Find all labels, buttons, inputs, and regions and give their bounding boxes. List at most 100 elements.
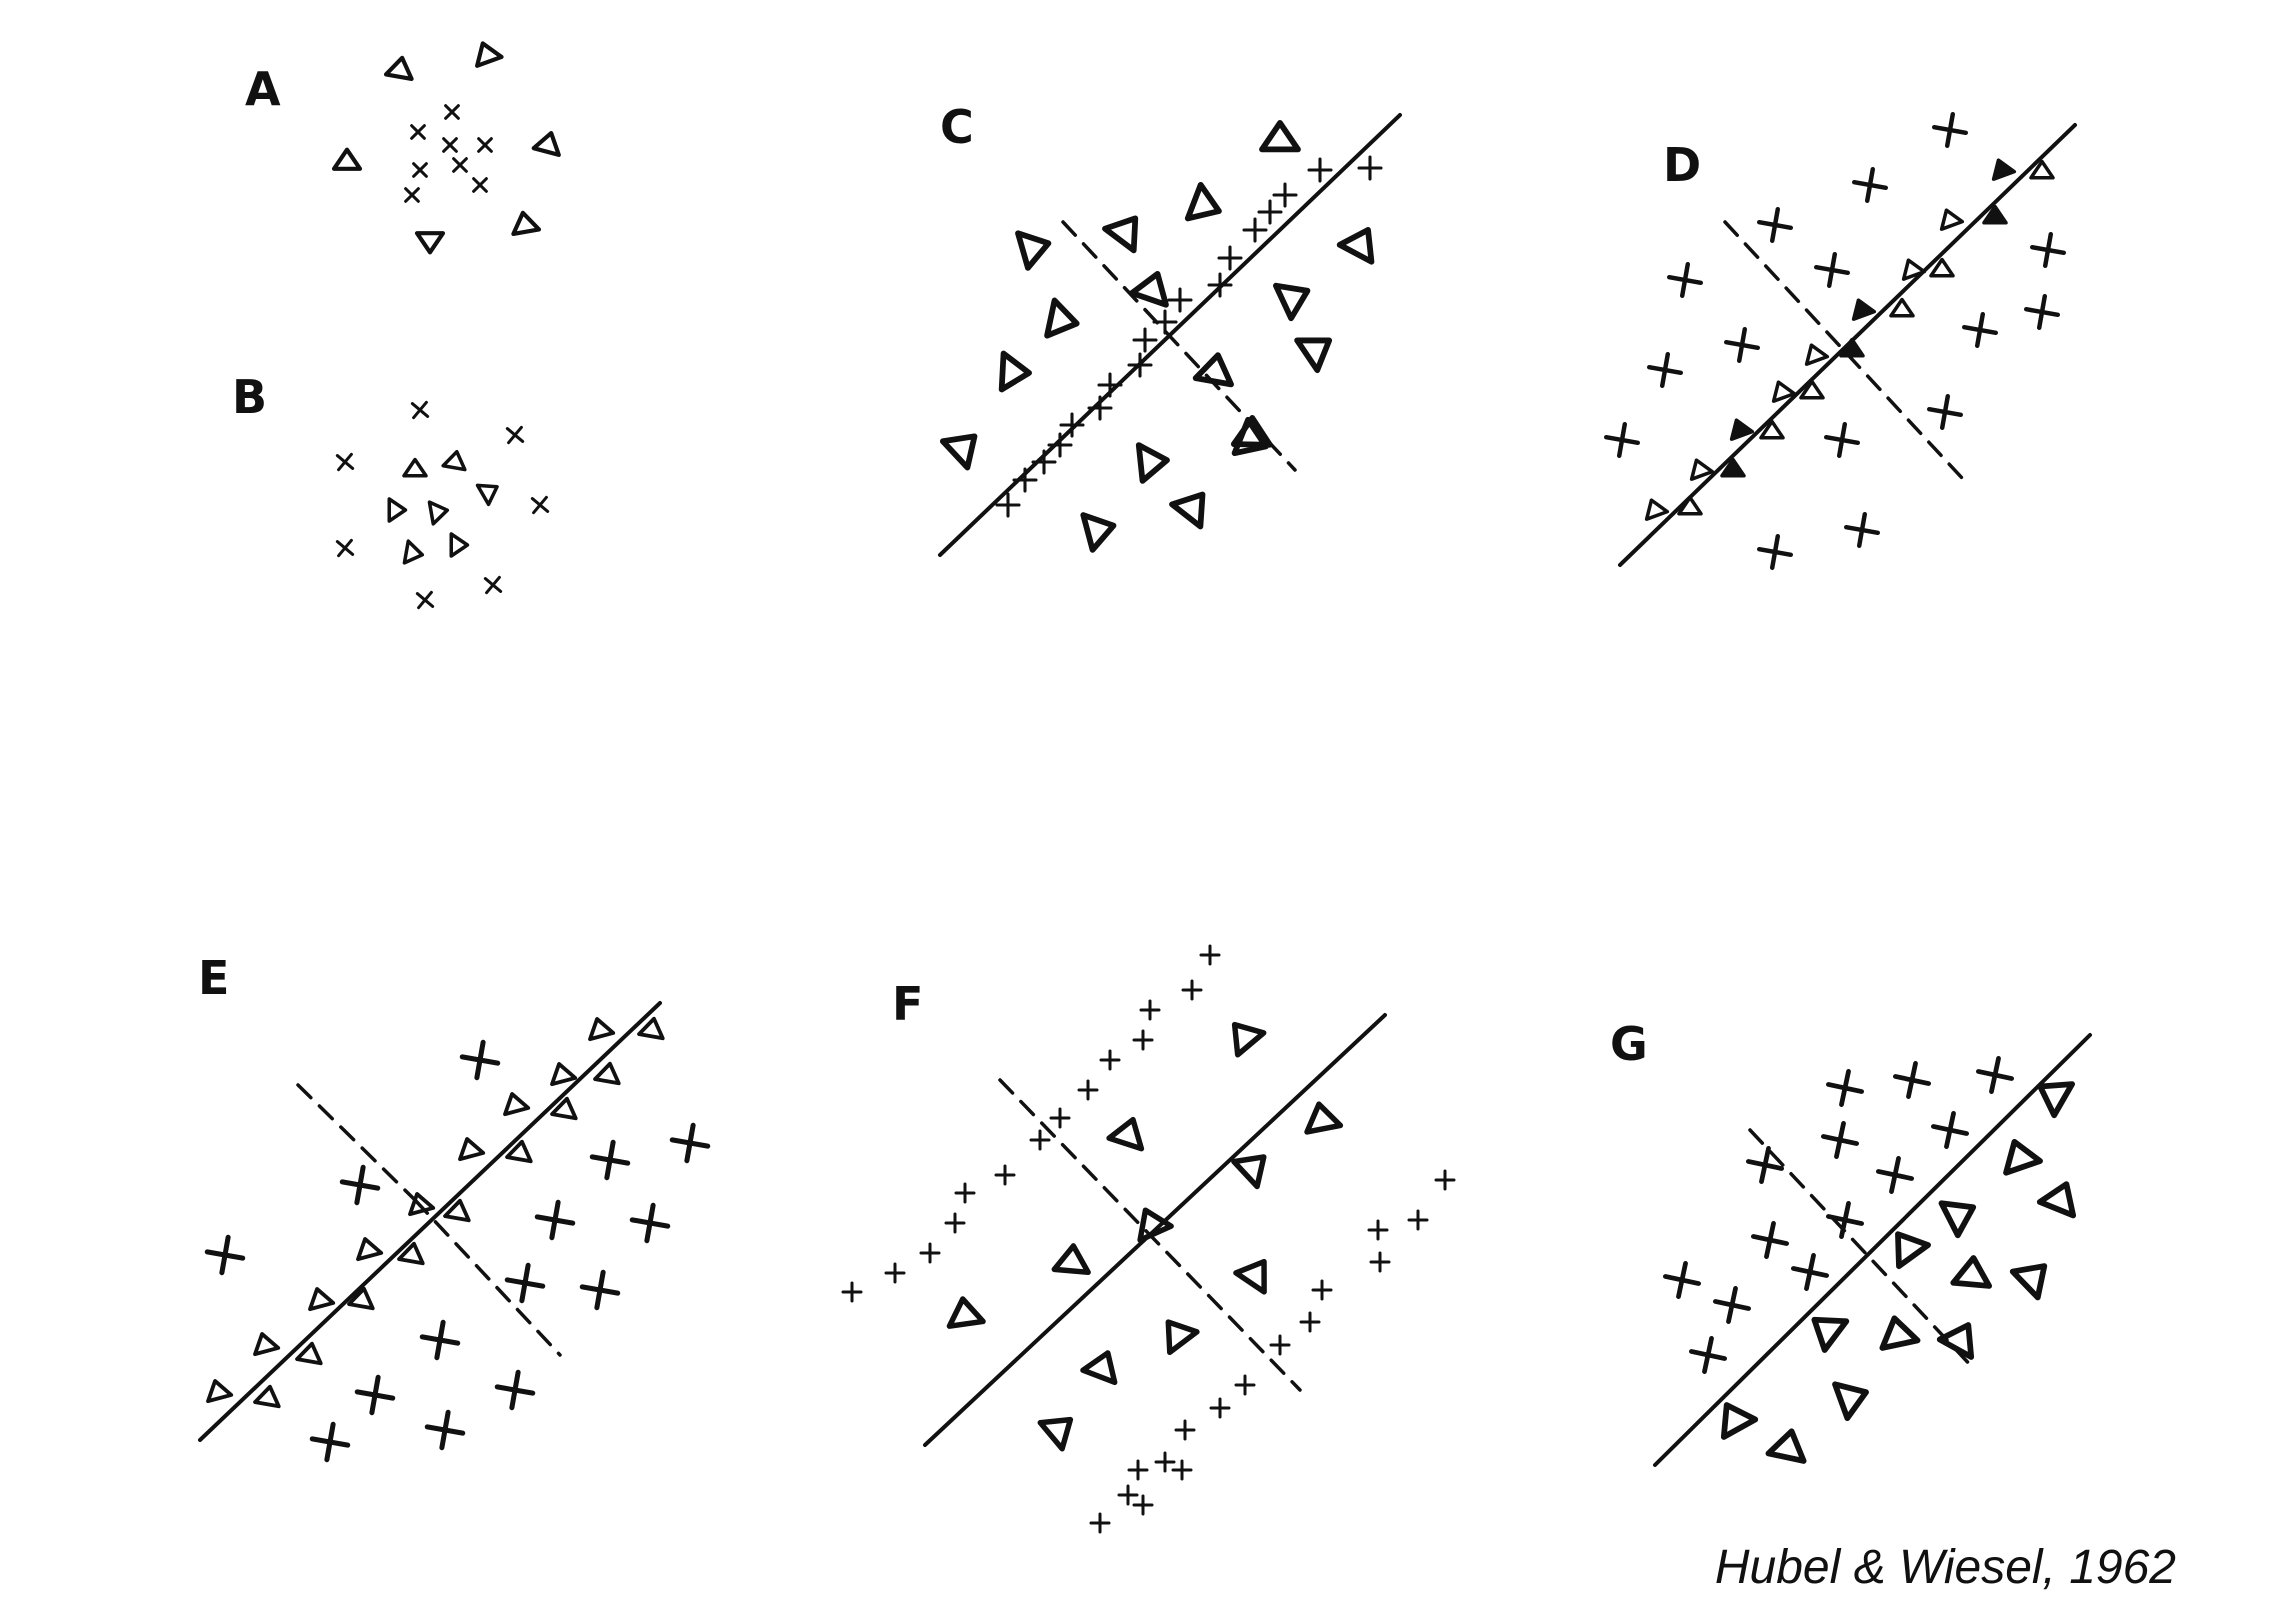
excitatory-cross-mark [1012,467,1038,493]
excitatory-cross-mark [1272,182,1298,208]
excitatory-cross-mark [472,177,488,193]
excitatory-cross-mark [1844,512,1880,548]
field-axis-dashed-line [413,1198,562,1357]
cross-stroke [337,452,353,472]
excitatory-cross-mark [404,187,420,203]
excitatory-cross-mark [1127,352,1153,378]
inhibitory-triangle-mark [308,1287,336,1312]
excitatory-cross-mark [1647,352,1683,388]
cross-stroke [1736,327,1748,363]
panel-label-f: F [892,977,923,1031]
inhibitory-triangle-mark [1901,258,1927,281]
excitatory-cross-mark [410,124,426,140]
cross-stroke [1889,1155,1901,1195]
excitatory-cross-mark [1167,287,1193,313]
excitatory-cross-mark [419,1319,461,1361]
inhibitory-triangle-mark [1272,282,1311,322]
inhibitory-triangle-mark [1192,352,1234,388]
excitatory-cross-mark [994,1164,1016,1186]
inhibitory-triangle-mark [1231,1021,1267,1058]
excitatory-cross-mark [1132,1029,1154,1051]
inhibitory-triangle-mark [1799,379,1825,400]
inhibitory-triangle-mark [1106,1116,1145,1152]
inhibitory-triangle-mark [1832,1381,1869,1422]
excitatory-cross-mark [1814,252,1850,288]
excitatory-cross-mark [1099,1049,1121,1071]
inhibitory-triangle-mark [383,55,414,82]
cross-stroke [1839,1068,1851,1108]
panel-label-e: E [198,951,229,1005]
inhibitory-triangle-mark [402,457,428,478]
excitatory-cross-mark [1132,1494,1154,1516]
cross-stroke [452,157,468,173]
excitatory-cross-mark [1712,1285,1752,1325]
cross-stroke [412,162,428,178]
excitatory-cross-mark [442,137,458,153]
excitatory-cross-mark [1962,312,1998,348]
inhibitory-triangle-mark [1080,1350,1118,1386]
excitatory-cross-mark [1269,1334,1291,1356]
excitatory-cross-mark [339,1164,381,1206]
citation: Hubel & Wiesel, 1962 [1714,1541,2176,1594]
excitatory-cross-mark [1207,272,1233,298]
inhibitory-triangle-mark [1839,337,1865,358]
excitatory-cross-mark [1132,327,1158,353]
excitatory-cross-mark [2030,232,2066,268]
cross-stroke [1616,422,1628,458]
inhibitory-triangle-mark [402,539,425,565]
excitatory-cross-mark [841,1281,863,1303]
excitatory-cross-mark [1139,999,1161,1021]
excitatory-cross-mark [1357,155,1383,181]
inhibitory-triangle-mark [1851,298,1877,321]
excitatory-cross-mark [309,1421,351,1463]
inhibitory-triangle-mark [1080,512,1117,553]
cross-stroke [509,1369,521,1411]
excitatory-cross-mark [1875,1155,1915,1195]
excitatory-cross-mark [1892,1060,1932,1100]
cross-stroke [444,104,460,120]
cross-stroke [1834,1120,1846,1160]
inhibitory-triangle-mark [475,483,499,507]
excitatory-cross-mark [1790,1252,1830,1292]
panel-c: C [938,100,1402,557]
cross-stroke [434,1319,446,1361]
panel-label-a: A [245,62,281,116]
excitatory-cross-mark [919,1242,941,1264]
field-boundary-line [1653,1033,2092,1467]
excitatory-cross-mark [354,1374,396,1416]
inhibitory-triangle-mark [1231,416,1269,457]
excitatory-cross-mark [944,1212,966,1234]
cross-stroke [1769,534,1781,570]
excitatory-cross-mark [1662,1260,1702,1300]
panel-e: E [198,951,711,1463]
panel-label-b: B [232,370,267,424]
cross-stroke [1906,1060,1918,1100]
excitatory-cross-mark [1257,199,1283,225]
cross-stroke [1659,352,1671,388]
excitatory-cross-mark [589,1139,631,1181]
cross-stroke [644,1202,656,1244]
inhibitory-triangle-mark [475,41,504,68]
cross-stroke [417,590,433,610]
inhibitory-triangle-mark [1939,208,1965,231]
cross-stroke [404,187,420,203]
excitatory-cross-mark [1688,1335,1728,1375]
inhibitory-triangle-mark [511,210,542,237]
inhibitory-triangle-mark [408,1192,436,1217]
inhibitory-triangle-mark [347,1286,375,1311]
inhibitory-triangle-mark [331,147,363,171]
inhibitory-triangle-mark [1137,1207,1174,1243]
excitatory-cross-mark [530,495,550,515]
inhibitory-triangle-mark [550,1096,578,1121]
inhibitory-triangle-mark [998,350,1032,393]
excitatory-cross-mark [579,1269,621,1311]
panel-b: B [232,370,550,610]
inhibitory-triangle-mark [1811,1316,1850,1353]
cross-stroke [410,124,426,140]
excitatory-cross-mark [1117,1484,1139,1506]
inhibitory-triangle-mark [2029,159,2055,180]
excitatory-cross-mark [483,575,503,595]
cross-stroke [1989,1055,2001,1095]
excitatory-cross-mark [477,137,493,153]
